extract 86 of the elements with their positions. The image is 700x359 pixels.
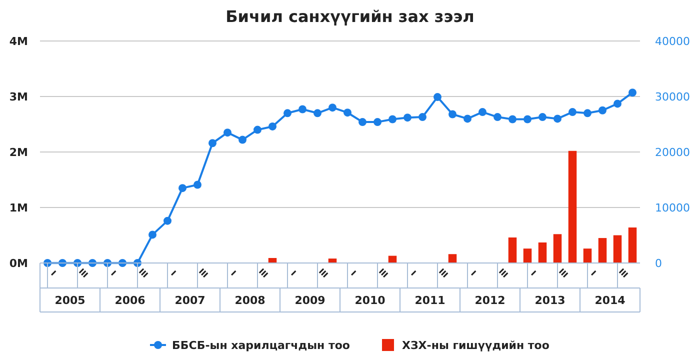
text: 2010 <box>354 294 386 307</box>
point <box>328 104 336 112</box>
x-tick-label: I <box>49 268 58 278</box>
point <box>434 93 442 102</box>
point <box>508 115 516 124</box>
x-tick-label: I <box>589 268 598 278</box>
point <box>464 114 472 123</box>
point <box>314 109 322 118</box>
legend-label: ХЗХ-ны гишүүдийн тоо <box>402 338 550 352</box>
point <box>404 114 412 122</box>
y-tick-label: 4M <box>9 34 28 48</box>
x-tick-label: III <box>496 266 510 280</box>
text: 2013 <box>534 294 566 307</box>
x-tick-label: III <box>556 266 570 280</box>
x-tick-label: III <box>196 266 210 280</box>
x-tick-label: I <box>469 268 478 278</box>
point <box>298 105 306 114</box>
y-tick-label: 2M <box>9 146 28 159</box>
x-tick-label: I <box>349 268 358 278</box>
y2-tick-label: 0 <box>655 256 662 270</box>
bar <box>628 227 637 263</box>
point <box>268 122 276 130</box>
point <box>538 113 546 122</box>
point <box>224 128 232 137</box>
x-tick-label: I <box>229 268 238 278</box>
x-tick-label: III <box>76 266 90 280</box>
x-tick-label: III <box>376 266 390 280</box>
x-tick-label: I <box>529 268 538 278</box>
point <box>554 114 562 123</box>
y-tick-label: 0M <box>9 256 28 270</box>
point <box>208 139 216 148</box>
point <box>358 118 366 126</box>
bar <box>523 248 532 263</box>
point <box>178 184 186 192</box>
bar <box>448 254 457 263</box>
y-tick-label: 1M <box>9 201 28 214</box>
point <box>388 115 396 124</box>
point <box>374 118 382 126</box>
bar <box>553 234 562 263</box>
point <box>448 110 456 118</box>
bar <box>598 238 607 263</box>
x-tick-label: III <box>256 266 270 280</box>
bar <box>613 235 622 263</box>
x-tick-label: III <box>316 266 330 280</box>
text: 2006 <box>114 294 146 307</box>
point <box>284 109 292 118</box>
point <box>164 216 172 225</box>
point <box>148 230 156 239</box>
x-tick-label: I <box>289 268 298 278</box>
y2-tick-label: 10000 <box>655 201 690 214</box>
point <box>478 108 486 116</box>
text: 2014 <box>594 294 626 307</box>
point <box>584 109 592 118</box>
point <box>614 100 622 108</box>
chart-title: Бичил санхүүгийн зах зээл <box>226 7 474 26</box>
point <box>628 88 636 97</box>
point <box>238 136 246 144</box>
y2-tick-label: 40000 <box>655 34 690 48</box>
point <box>194 180 202 189</box>
y2-tick-label: 30000 <box>655 90 690 104</box>
point <box>494 113 502 122</box>
text: 2008 <box>234 294 266 307</box>
text: 2007 <box>174 294 206 307</box>
bar <box>568 150 577 263</box>
x-tick-label: I <box>169 268 178 278</box>
x-tick-label: I <box>409 268 418 278</box>
point <box>344 108 352 117</box>
y-tick-label: 3M <box>9 90 28 104</box>
text: 2012 <box>474 294 506 307</box>
x-tick-label: III <box>616 266 630 280</box>
text: 2009 <box>294 294 326 307</box>
text: 2011 <box>414 294 446 307</box>
legend-label: ББСБ-ын харилцагчдын тоо <box>172 338 350 352</box>
point <box>254 126 262 134</box>
x-tick-label: III <box>436 266 450 280</box>
point <box>524 115 532 124</box>
bar <box>508 237 517 263</box>
y2-tick-label: 20000 <box>655 146 690 159</box>
point <box>598 106 606 114</box>
bar <box>583 248 592 263</box>
x-tick-label: III <box>136 266 150 280</box>
point <box>568 108 576 116</box>
point <box>418 113 426 122</box>
text: 2005 <box>54 294 86 307</box>
bar <box>538 242 547 263</box>
x-tick-label: I <box>109 268 118 278</box>
